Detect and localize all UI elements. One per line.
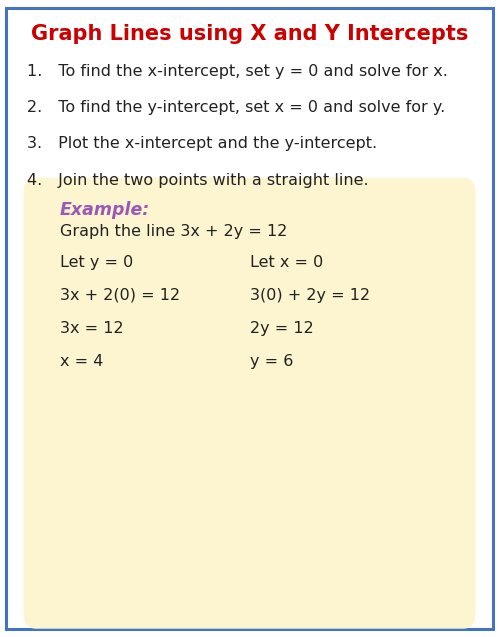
Text: Graph the line 3x + 2y = 12: Graph the line 3x + 2y = 12 [60,224,287,240]
Text: Let x = 0: Let x = 0 [250,255,323,270]
Text: 4.  Join the two points with a straight line.: 4. Join the two points with a straight l… [27,173,369,188]
Text: x = 4: x = 4 [60,354,103,369]
Text: 3.  Plot the x-intercept and the y-intercept.: 3. Plot the x-intercept and the y-interc… [27,136,378,152]
Text: 3x + 2y = 12: 3x + 2y = 12 [260,455,369,471]
Text: Let y = 0: Let y = 0 [60,255,133,270]
Text: 1.  To find the x-intercept, set y = 0 and solve for x.: 1. To find the x-intercept, set y = 0 an… [27,64,448,79]
Text: 2y = 12: 2y = 12 [250,321,313,336]
FancyBboxPatch shape [23,178,476,629]
Text: Graph Lines using X and Y Intercepts: Graph Lines using X and Y Intercepts [31,24,468,43]
Text: y = 6: y = 6 [250,354,293,369]
FancyBboxPatch shape [6,8,493,629]
Text: 3(0) + 2y = 12: 3(0) + 2y = 12 [250,288,370,303]
Text: 3x + 2(0) = 12: 3x + 2(0) = 12 [60,288,180,303]
Text: 3x = 12: 3x = 12 [60,321,124,336]
Text: 2.  To find the y-intercept, set x = 0 and solve for y.: 2. To find the y-intercept, set x = 0 an… [27,100,446,115]
Text: Example:: Example: [60,201,150,218]
